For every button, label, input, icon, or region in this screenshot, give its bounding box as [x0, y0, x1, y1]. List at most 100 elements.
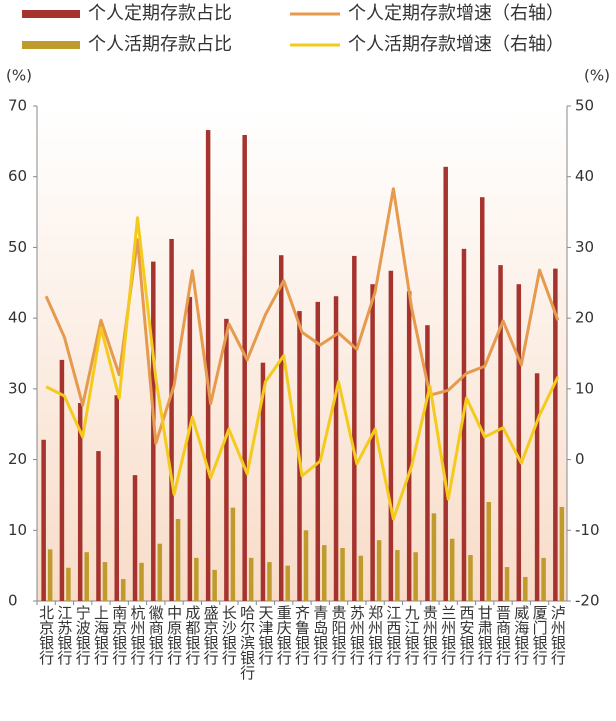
y-tick-label: 50 [8, 238, 27, 256]
x-tick-label: 苏州银行 [348, 605, 366, 666]
bar [224, 318, 229, 601]
bar [523, 576, 528, 601]
bar [139, 562, 144, 601]
bar [205, 130, 211, 602]
bar [278, 255, 284, 601]
line [45, 216, 560, 521]
bar [376, 540, 382, 601]
x-tick-label: 齐鲁银行 [293, 605, 311, 666]
bar [114, 395, 119, 601]
bar [413, 552, 418, 601]
x-tick-label: 南京银行 [110, 605, 128, 666]
x-tick-label: 厦门银行 [531, 605, 549, 666]
bar [132, 475, 138, 601]
y-tick-label: 60 [8, 167, 27, 185]
bar [498, 265, 503, 601]
bar [169, 238, 174, 601]
legend-swatch [22, 10, 80, 18]
bar [242, 134, 247, 601]
x-tick-label: 重庆银行 [275, 605, 293, 666]
legend-label: 个人活期存款占比 [88, 34, 232, 55]
y2-tick-label: 20 [575, 309, 594, 327]
bar [553, 268, 558, 601]
x-tick-label: 长沙银行 [220, 605, 238, 666]
x-tick-label: 哈尔滨银行 [238, 605, 256, 681]
bar [333, 296, 339, 601]
x-tick-label: 中原银行 [165, 605, 183, 666]
bar [425, 325, 430, 601]
bar [468, 555, 473, 601]
x-tick-label: 青岛银行 [311, 605, 329, 666]
x-tick-label: 九江银行 [403, 605, 421, 666]
bar [340, 547, 345, 601]
x-tick-label: 徽商银行 [147, 605, 165, 666]
bar [534, 373, 540, 601]
y2-tick-label: 10 [575, 379, 594, 397]
bar [59, 359, 65, 601]
x-tick-label: 天津银行 [256, 605, 274, 666]
bar [352, 255, 357, 601]
x-tick-label: 宁波银行 [74, 605, 92, 666]
y2-tick-label: 0 [575, 450, 585, 468]
bar [120, 579, 126, 601]
bar [443, 166, 448, 602]
y-unit: (%) [6, 67, 32, 85]
x-tick-label: 江苏银行 [55, 605, 73, 666]
x-tick-label: 晋商银行 [494, 605, 512, 666]
bar [541, 557, 546, 601]
bar [516, 284, 522, 601]
legend-swatch [22, 41, 80, 49]
plot-background [37, 106, 567, 601]
bar [41, 439, 46, 601]
bar [230, 507, 236, 601]
bar [315, 301, 321, 601]
bar [102, 562, 108, 601]
bar [77, 403, 83, 601]
x-tick-label: 甘肃银行 [476, 605, 494, 666]
bar [187, 296, 193, 601]
y2-tick-label: -20 [575, 592, 600, 610]
bar [47, 549, 53, 601]
bar [285, 565, 290, 601]
bar [303, 530, 309, 601]
bar [212, 569, 217, 601]
legend-label: 个人定期存款增速（右轴） [348, 3, 564, 24]
bar [504, 567, 510, 601]
bar [66, 567, 71, 601]
bar [395, 550, 400, 601]
y2-tick-label: 40 [575, 167, 594, 185]
x-tick-label: 贵阳银行 [330, 605, 348, 666]
y2-tick-label: 50 [575, 97, 594, 115]
legend-label: 个人活期存款增速（右轴） [348, 34, 564, 55]
bar [406, 291, 412, 601]
x-tick-label: 兰州银行 [439, 605, 457, 666]
bar [175, 518, 181, 601]
bar [248, 557, 254, 601]
bar [388, 270, 394, 601]
legend-label: 个人定期存款占比 [88, 3, 232, 24]
bar [431, 513, 437, 601]
y-tick-label: 70 [8, 97, 27, 115]
bar [322, 545, 327, 601]
x-tick-label: 郑州银行 [366, 605, 384, 666]
bar [370, 284, 375, 601]
x-tick-label: 成都银行 [183, 605, 201, 666]
bar [194, 557, 199, 601]
bar [461, 248, 467, 602]
bar [358, 555, 364, 601]
x-tick-label: 泸州银行 [549, 605, 567, 666]
bar [84, 552, 89, 601]
y2-unit: (%) [584, 67, 610, 85]
y2-tick-label: 30 [575, 238, 594, 256]
bar [486, 502, 492, 601]
x-tick-label: 上海银行 [92, 605, 110, 666]
bar [260, 362, 266, 601]
y-tick-label: 0 [8, 592, 18, 610]
bar [96, 451, 101, 601]
y-tick-label: 40 [8, 309, 27, 327]
x-tick-label: 杭州银行 [129, 605, 147, 666]
x-tick-label: 西安银行 [457, 605, 475, 666]
y-tick-label: 20 [8, 450, 27, 468]
y-tick-label: 30 [8, 379, 27, 397]
